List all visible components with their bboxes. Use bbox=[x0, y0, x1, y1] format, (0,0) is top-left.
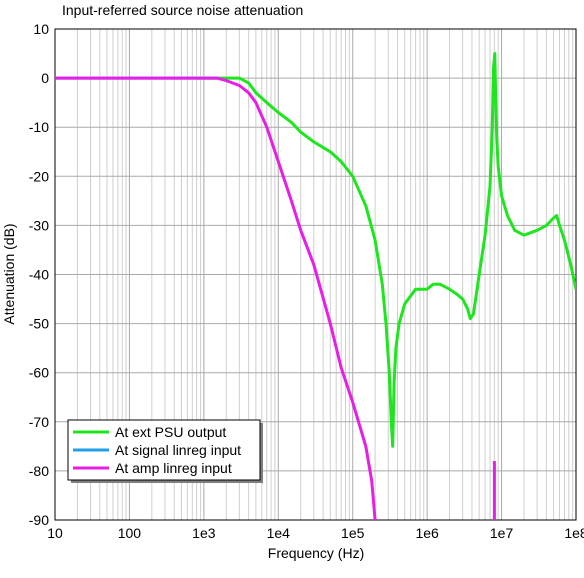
y-tick-label: 10 bbox=[33, 21, 49, 37]
x-tick-label: 1e8 bbox=[564, 525, 584, 541]
y-tick-label: -40 bbox=[29, 267, 49, 283]
y-tick-label: 0 bbox=[41, 70, 49, 86]
x-tick-label: 1e4 bbox=[267, 525, 291, 541]
x-tick-label: 1e3 bbox=[192, 525, 216, 541]
plot-area bbox=[55, 52, 576, 520]
y-tick-label: -30 bbox=[29, 217, 49, 233]
y-tick-label: -70 bbox=[29, 414, 49, 430]
chart-title: Input-referred source noise attenuation bbox=[62, 2, 303, 18]
y-tick-label: -80 bbox=[29, 463, 49, 479]
series-group bbox=[55, 52, 576, 520]
y-tick-label: -60 bbox=[29, 365, 49, 381]
x-tick-label: 100 bbox=[118, 525, 142, 541]
series-line-0 bbox=[196, 52, 576, 448]
legend: At ext PSU output At signal linreg input A… bbox=[67, 419, 263, 483]
x-tick-label: 10 bbox=[47, 525, 63, 541]
y-tick-label: -90 bbox=[29, 512, 49, 528]
legend-label: At amp linreg input bbox=[115, 460, 232, 476]
x-tick-label: 1e7 bbox=[490, 525, 514, 541]
series-line-2 bbox=[55, 76, 377, 520]
x-tick-label: 1e5 bbox=[341, 525, 365, 541]
y-tick-label: -50 bbox=[29, 316, 49, 332]
plot-frame bbox=[54, 28, 577, 521]
tick-labels: 10 100 1e3 1e4 1e5 1e6 1e7 1e8100-10-20-30-40-5… bbox=[29, 21, 584, 541]
x-axis-label: Frequency (Hz) bbox=[268, 545, 364, 561]
y-tick-label: -10 bbox=[29, 119, 49, 135]
legend-label: At ext PSU output bbox=[115, 424, 226, 440]
y-axis-label: Attenuation (dB) bbox=[1, 223, 17, 324]
legend-label: At signal linreg input bbox=[115, 442, 241, 458]
x-tick-label: 1e6 bbox=[415, 525, 439, 541]
y-tick-label: -20 bbox=[29, 168, 49, 184]
